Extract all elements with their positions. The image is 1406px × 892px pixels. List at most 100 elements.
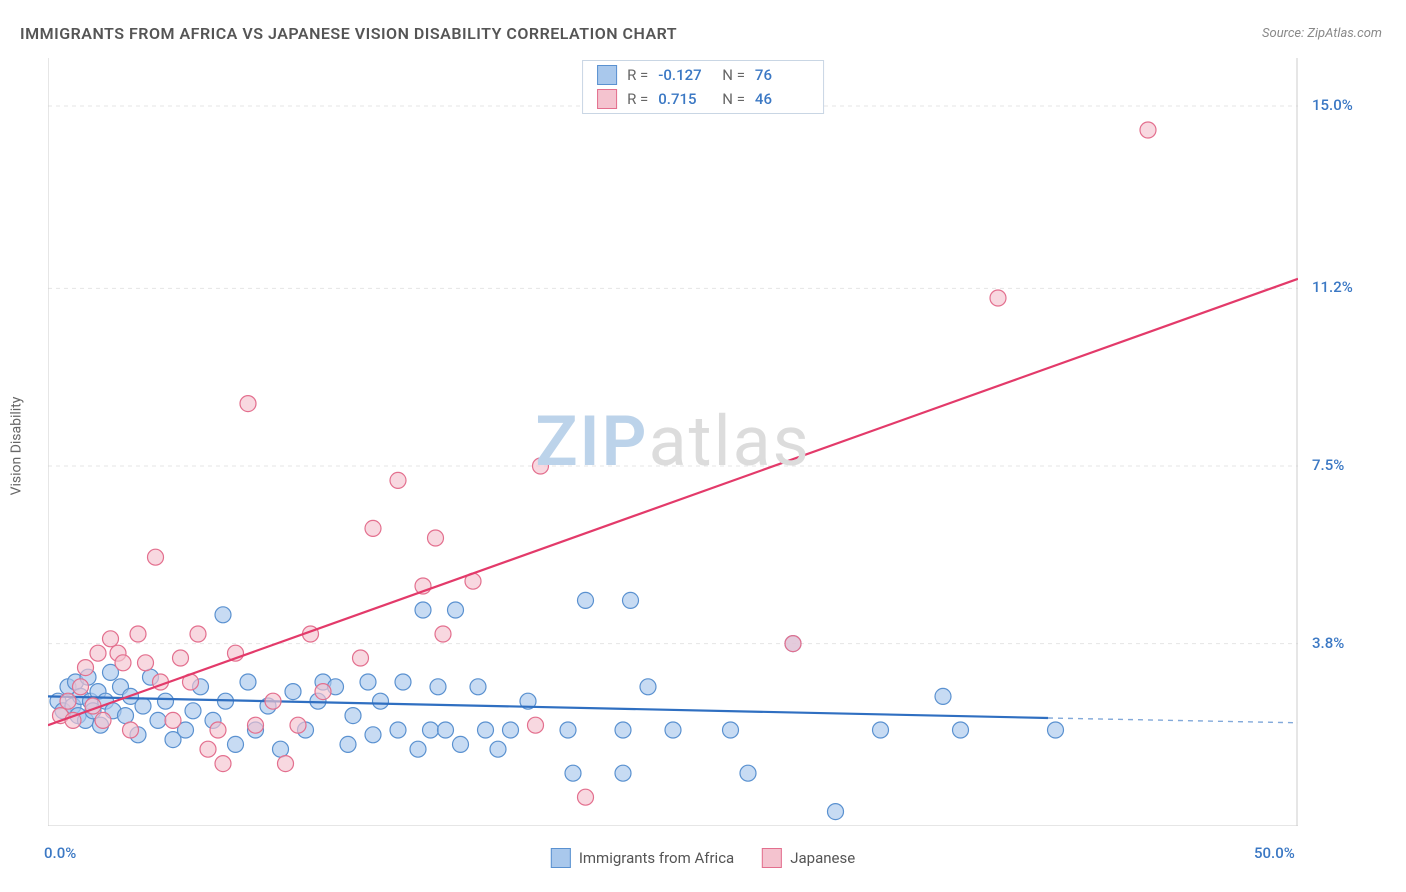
bottom-legend-label: Immigrants from Africa xyxy=(579,849,734,867)
data-point xyxy=(395,674,411,690)
data-point xyxy=(103,631,119,647)
y-axis-label-wrap: Vision Disability xyxy=(6,0,26,892)
data-point xyxy=(723,722,739,738)
data-point xyxy=(273,741,289,757)
legend-swatch xyxy=(597,65,617,85)
scatter-chart-svg xyxy=(48,58,1298,826)
data-point xyxy=(560,722,576,738)
data-point xyxy=(240,396,256,412)
data-point xyxy=(95,712,111,728)
data-point xyxy=(1048,722,1064,738)
data-point xyxy=(578,789,594,805)
legend-n-value: 76 xyxy=(755,66,809,84)
legend-n-label: N = xyxy=(722,90,745,108)
data-point xyxy=(248,717,264,733)
series-legend: Immigrants from Africa Japanese xyxy=(551,848,855,868)
data-point xyxy=(935,688,951,704)
data-point xyxy=(240,674,256,690)
data-point xyxy=(615,765,631,781)
legend-swatch xyxy=(551,848,571,868)
data-point xyxy=(115,655,131,671)
data-point xyxy=(210,722,226,738)
data-point xyxy=(123,722,139,738)
data-point xyxy=(410,741,426,757)
bottom-legend-item-japanese: Japanese xyxy=(762,848,855,868)
data-point xyxy=(390,722,406,738)
y-tick-label: 7.5% xyxy=(1312,456,1344,474)
data-point xyxy=(185,703,201,719)
data-point xyxy=(438,722,454,738)
data-point xyxy=(60,693,76,709)
data-point xyxy=(130,626,146,642)
data-point xyxy=(565,765,581,781)
legend-n-value: 46 xyxy=(755,90,809,108)
series-japanese xyxy=(48,122,1298,805)
data-point xyxy=(953,722,969,738)
regression-line-japanese xyxy=(48,279,1298,725)
legend-row-africa: R =-0.127N =76 xyxy=(583,63,823,87)
data-point xyxy=(90,645,106,661)
x-axis-min-label: 0.0% xyxy=(44,844,76,862)
data-point xyxy=(665,722,681,738)
data-point xyxy=(138,655,154,671)
legend-swatch xyxy=(597,89,617,109)
legend-r-label: R = xyxy=(627,66,648,84)
correlation-legend: R =-0.127N =76R =0.715N =46 xyxy=(582,60,824,114)
data-point xyxy=(435,626,451,642)
chart-title: IMMIGRANTS FROM AFRICA VS JAPANESE VISIO… xyxy=(20,24,677,43)
data-point xyxy=(73,679,89,695)
legend-r-value: -0.127 xyxy=(658,66,712,84)
data-point xyxy=(340,736,356,752)
regression-line-extension-africa xyxy=(1048,718,1298,723)
data-point xyxy=(150,712,166,728)
data-point xyxy=(390,472,406,488)
data-point xyxy=(290,717,306,733)
bottom-legend-label: Japanese xyxy=(790,849,855,867)
y-tick-label: 15.0% xyxy=(1312,96,1353,114)
data-point xyxy=(448,602,464,618)
data-point xyxy=(135,698,151,714)
data-point xyxy=(78,660,94,676)
legend-r-value: 0.715 xyxy=(658,90,712,108)
data-point xyxy=(365,520,381,536)
data-point xyxy=(453,736,469,752)
y-axis-label: Vision Disability xyxy=(8,397,24,496)
data-point xyxy=(740,765,756,781)
data-point xyxy=(490,741,506,757)
data-point xyxy=(990,290,1006,306)
series-africa xyxy=(48,592,1298,819)
data-point xyxy=(640,679,656,695)
data-point xyxy=(430,679,446,695)
data-point xyxy=(423,722,439,738)
data-point xyxy=(200,741,216,757)
data-point xyxy=(285,684,301,700)
legend-r-label: R = xyxy=(627,90,648,108)
chart-plot-area: ZIPatlas xyxy=(48,58,1298,826)
data-point xyxy=(278,756,294,772)
data-point xyxy=(528,717,544,733)
data-point xyxy=(503,722,519,738)
data-point xyxy=(623,592,639,608)
data-point xyxy=(360,674,376,690)
y-tick-label: 11.2% xyxy=(1312,278,1353,296)
data-point xyxy=(265,693,281,709)
data-point xyxy=(1140,122,1156,138)
data-point xyxy=(353,650,369,666)
data-point xyxy=(470,679,486,695)
data-point xyxy=(533,458,549,474)
data-point xyxy=(345,708,361,724)
legend-swatch xyxy=(762,848,782,868)
data-point xyxy=(828,804,844,820)
x-axis-max-label: 50.0% xyxy=(1254,844,1295,862)
data-point xyxy=(315,684,331,700)
data-point xyxy=(118,708,134,724)
data-point xyxy=(415,602,431,618)
data-point xyxy=(615,722,631,738)
data-point xyxy=(785,636,801,652)
data-point xyxy=(228,736,244,752)
data-point xyxy=(873,722,889,738)
y-tick-label: 3.8% xyxy=(1312,634,1344,652)
data-point xyxy=(373,693,389,709)
bottom-legend-item-africa: Immigrants from Africa xyxy=(551,848,734,868)
data-point xyxy=(190,626,206,642)
